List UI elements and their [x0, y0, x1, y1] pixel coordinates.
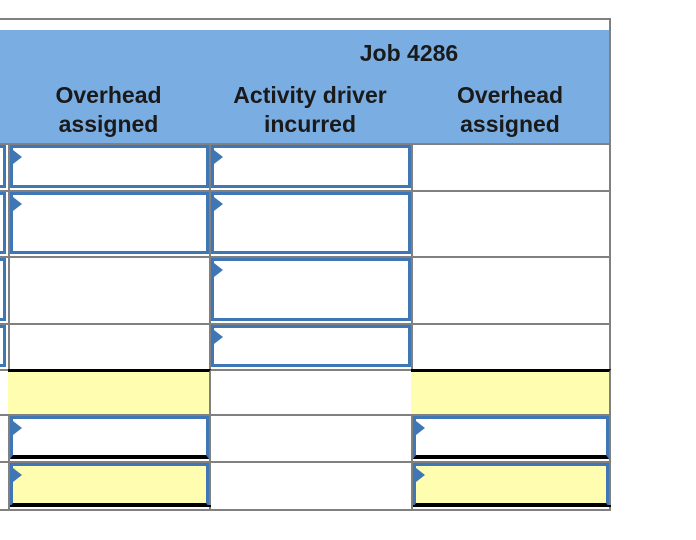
- header-text: Overhead: [456, 81, 564, 108]
- amount-input[interactable]: [211, 145, 411, 188]
- amount-input[interactable]: [0, 258, 6, 321]
- table-cell: [209, 369, 413, 416]
- amount-input[interactable]: [0, 145, 6, 188]
- table-cell: [8, 369, 211, 416]
- amount-input[interactable]: [211, 192, 411, 254]
- header-overhead-assigned-1: Overhead assigned: [8, 76, 211, 145]
- table-cell: [209, 414, 413, 463]
- table-cell: [0, 190, 10, 258]
- table-cell: [8, 461, 211, 511]
- cell-marker-arrow-icon: [214, 263, 223, 277]
- amount-input[interactable]: [211, 325, 411, 367]
- cell-marker-arrow-icon: [13, 421, 22, 435]
- table-cell: [209, 190, 413, 258]
- amount-input[interactable]: [0, 325, 6, 367]
- amount-input[interactable]: [10, 192, 209, 254]
- header-text: incurred: [263, 110, 357, 137]
- amount-input[interactable]: [413, 416, 609, 459]
- table-cell: [209, 323, 413, 371]
- table-cell: [8, 256, 211, 325]
- header-text: assigned: [460, 110, 560, 137]
- cell-marker-arrow-icon: [13, 197, 22, 211]
- header-activity-driver: Activity driver incurred: [209, 76, 413, 145]
- table-cell: [411, 323, 611, 371]
- table-cell: [0, 323, 10, 371]
- amount-input[interactable]: [211, 258, 411, 321]
- table-cell: [8, 143, 211, 192]
- cell-marker-arrow-icon: [13, 150, 22, 164]
- table-cell: [411, 190, 611, 258]
- table-cell: [411, 143, 611, 192]
- table-cell: [411, 369, 611, 416]
- double-underline: [413, 505, 611, 507]
- table-cell: [209, 256, 413, 325]
- amount-input[interactable]: [0, 192, 6, 254]
- amount-input[interactable]: [10, 145, 209, 188]
- amount-input[interactable]: [413, 463, 609, 507]
- table-cell: [0, 461, 10, 511]
- header-blank: [0, 30, 211, 78]
- header-overhead-assigned-2: Overhead assigned: [411, 76, 611, 145]
- table-cell: [8, 414, 211, 463]
- cell-marker-arrow-icon: [214, 197, 223, 211]
- table-cell: [411, 256, 611, 325]
- table-cell: [0, 414, 10, 463]
- table-cell: [411, 461, 611, 511]
- header-text: assigned: [58, 110, 159, 137]
- double-underline: [10, 505, 211, 507]
- table-cell: [8, 190, 211, 258]
- amount-input[interactable]: [10, 416, 209, 459]
- cell-marker-arrow-icon: [214, 150, 223, 164]
- amount-input[interactable]: [10, 463, 209, 507]
- table-cell: [8, 323, 211, 371]
- table-cell: [0, 143, 10, 192]
- cell-marker-arrow-icon: [416, 468, 425, 482]
- header-text: Activity driver: [233, 81, 387, 108]
- group-header-job: Job 4286: [209, 30, 611, 78]
- header-text: Overhead: [55, 81, 162, 108]
- table-cell: [0, 256, 10, 325]
- cell-marker-arrow-icon: [13, 468, 22, 482]
- cell-marker-arrow-icon: [214, 330, 223, 344]
- table-cell: [411, 414, 611, 463]
- table-cell: [209, 461, 413, 511]
- table-cell: [209, 143, 413, 192]
- cell-marker-arrow-icon: [416, 421, 425, 435]
